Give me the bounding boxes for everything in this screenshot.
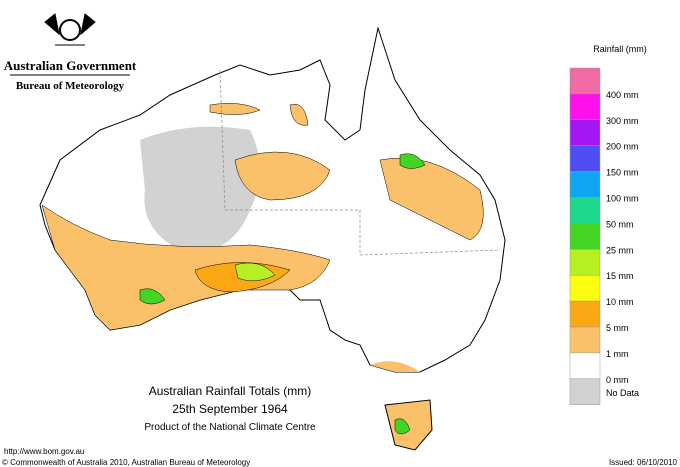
legend-label: No Data — [606, 388, 639, 398]
legend-label: 1 mm — [606, 349, 629, 359]
legend-swatch — [569, 300, 601, 328]
legend-swatch — [569, 223, 601, 250]
agency: Australian Government — [4, 58, 137, 73]
legend-swatch — [569, 171, 601, 198]
footer-issued: Issued: 06/10/2010 — [609, 458, 678, 467]
legend-label: 15 mm — [606, 271, 634, 281]
legend-label: 5 mm — [606, 323, 629, 333]
legend-swatch — [569, 145, 601, 172]
legend-swatch — [569, 93, 601, 121]
logo — [10, 13, 130, 76]
legend: 400 mm 300 mm 200 mm 150 mm 100 mm 50 mm 25 mm… — [569, 67, 639, 405]
bureau: Bureau of Meteorology — [16, 80, 125, 92]
legend-swatch — [569, 326, 601, 354]
legend-swatch — [569, 378, 601, 405]
australia — [39, 26, 506, 451]
legend-label: 150 mm — [606, 168, 639, 178]
legend-swatch — [569, 352, 601, 380]
legend-swatch — [569, 67, 601, 95]
map-date: 25th September 1964 — [172, 402, 288, 416]
map-title: Australian Rainfall Totals (mm) — [149, 384, 312, 398]
footer-url: http://www.bom.gov.au — [4, 447, 84, 456]
legend-label: 200 mm — [606, 142, 639, 152]
legend-swatch — [569, 274, 601, 302]
legend-label: 50 mm — [606, 219, 634, 229]
legend-label: 0 mm — [606, 375, 629, 385]
legend-label: 100 mm — [606, 194, 639, 204]
legend-swatch — [569, 197, 601, 224]
legend-title: Rainfall (mm) — [593, 44, 647, 54]
footer-copyright: © Commonwealth of Australia 2010, Austra… — [2, 458, 250, 467]
legend-label: 400 mm — [606, 90, 639, 100]
legend-label: 10 mm — [606, 297, 634, 307]
legend-label: 25 mm — [606, 245, 634, 255]
legend-swatch — [569, 119, 601, 146]
legend-label: 300 mm — [606, 116, 639, 126]
map-product: Product of the National Climate Centre — [144, 422, 316, 433]
legend-swatch — [569, 249, 601, 276]
